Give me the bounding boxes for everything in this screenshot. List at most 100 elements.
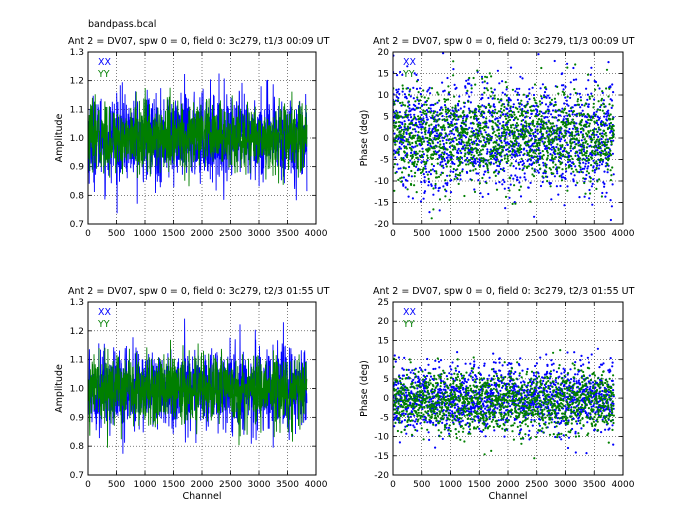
x-tick-label: 0 (390, 229, 396, 239)
point-xx (497, 419, 500, 422)
point-yy (488, 72, 491, 75)
point-yy (513, 139, 517, 142)
point-xx (514, 160, 518, 163)
point-yy (424, 110, 427, 113)
point-yy (400, 390, 403, 393)
point-xx (445, 190, 448, 193)
point-xx (580, 130, 583, 134)
y-axis-label: Amplitude (54, 364, 65, 413)
point-xx (509, 99, 512, 102)
point-xx (574, 184, 577, 187)
point-xx (397, 88, 400, 91)
point-xx (470, 91, 473, 94)
point-xx (431, 168, 434, 171)
point-xx (469, 372, 472, 375)
point-yy (603, 129, 606, 132)
point-yy (538, 112, 541, 116)
point-yy (396, 111, 399, 114)
point-yy (537, 148, 540, 152)
point-yy (471, 162, 474, 165)
point-yy (408, 358, 411, 361)
point-xx (573, 396, 576, 399)
point-yy (494, 145, 497, 148)
point-xx (419, 200, 423, 203)
point-xx (451, 361, 454, 364)
point-xx (606, 138, 609, 141)
point-xx (498, 181, 501, 184)
point-xx (484, 170, 487, 173)
x-tick-label: 2500 (219, 229, 242, 239)
point-yy (536, 120, 539, 123)
point-yy (430, 217, 433, 220)
point-xx (498, 165, 501, 168)
point-xx (527, 433, 530, 437)
point-yy (591, 169, 594, 172)
x-tick-label: 0 (390, 480, 396, 490)
point-yy (522, 124, 525, 127)
point-xx (533, 215, 536, 218)
point-xx (402, 374, 405, 377)
point-yy (552, 166, 555, 169)
point-yy (543, 141, 547, 144)
point-xx (493, 429, 496, 432)
point-yy (540, 95, 543, 98)
point-yy (473, 190, 477, 193)
point-yy (464, 147, 467, 150)
point-xx (469, 101, 472, 104)
point-yy (564, 121, 567, 125)
point-yy (553, 97, 557, 100)
point-xx (446, 182, 449, 185)
point-xx (516, 154, 519, 157)
point-yy (531, 123, 534, 126)
point-yy (409, 386, 412, 389)
point-yy (556, 85, 559, 88)
y-tick-label: 25 (378, 298, 389, 308)
y-tick-label: 10 (378, 356, 390, 366)
point-xx (408, 107, 411, 110)
point-yy (608, 114, 611, 117)
point-yy (502, 145, 505, 148)
point-yy (483, 91, 486, 94)
point-yy (398, 419, 401, 422)
point-xx (409, 159, 412, 162)
point-yy (517, 129, 520, 132)
point-xx (483, 105, 486, 108)
point-xx (611, 424, 614, 427)
point-xx (508, 405, 512, 408)
point-xx (563, 115, 566, 118)
point-yy (535, 148, 538, 151)
point-xx (506, 141, 509, 144)
point-xx (595, 164, 599, 167)
x-tick-label: 4000 (612, 229, 635, 239)
point-yy (519, 129, 522, 133)
point-xx (532, 93, 536, 97)
point-yy (394, 379, 397, 382)
point-yy (607, 140, 610, 143)
point-yy (446, 134, 449, 137)
point-yy (393, 189, 396, 192)
point-yy (466, 151, 469, 154)
point-xx (611, 365, 614, 368)
point-xx (523, 389, 526, 392)
point-yy (472, 169, 475, 172)
point-xx (600, 431, 603, 434)
x-tick-label: 500 (413, 229, 430, 239)
point-yy (396, 429, 399, 433)
point-yy (411, 153, 414, 156)
point-xx (591, 381, 595, 384)
point-yy (425, 112, 428, 115)
point-xx (551, 109, 555, 112)
point-yy (519, 102, 522, 105)
point-xx (418, 120, 421, 123)
point-xx (421, 126, 424, 129)
point-yy (506, 157, 509, 160)
point-yy (565, 112, 568, 115)
point-yy (461, 170, 464, 173)
point-xx (612, 443, 615, 446)
point-xx (612, 139, 615, 142)
point-yy (536, 128, 539, 131)
point-yy (581, 148, 584, 151)
point-yy (588, 158, 591, 162)
point-xx (585, 411, 588, 414)
point-yy (411, 381, 414, 384)
